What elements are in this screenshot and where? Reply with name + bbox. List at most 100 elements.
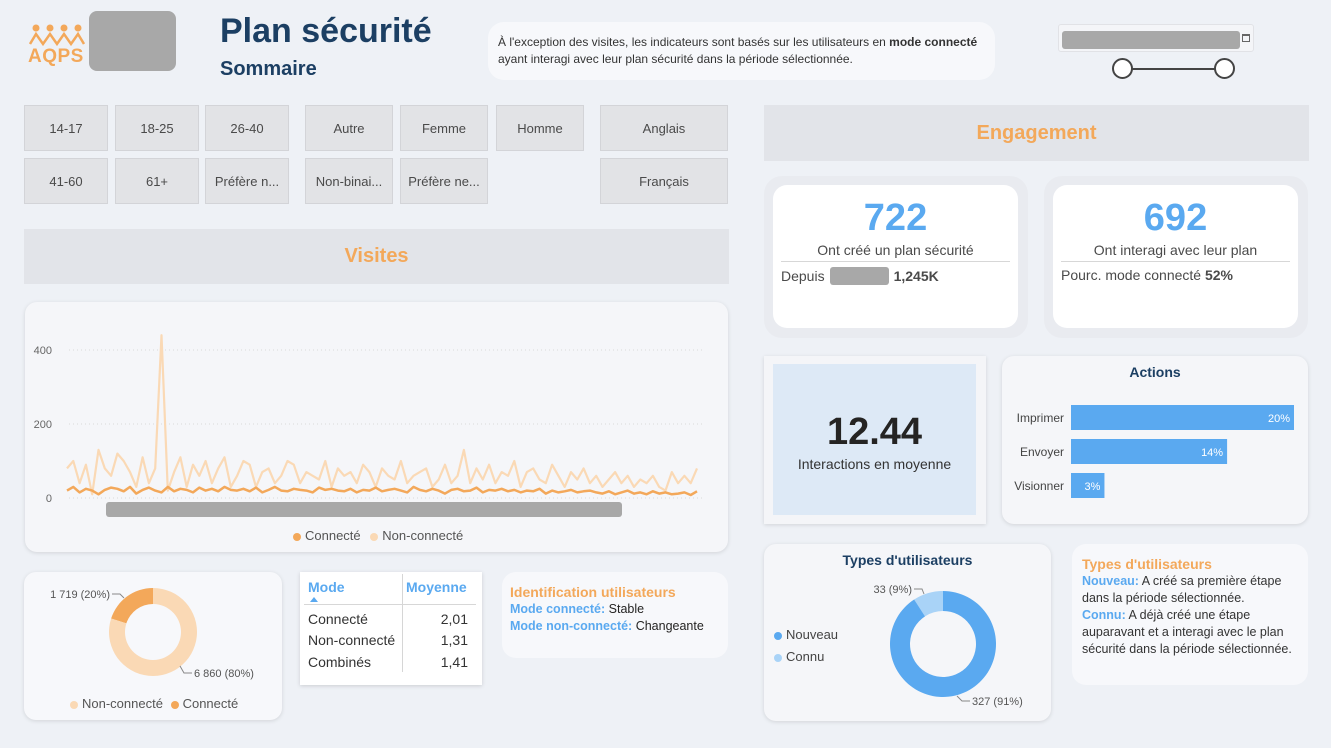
slicer-age-41-60[interactable]: 41-60: [24, 158, 108, 204]
section-engagement: Engagement: [764, 105, 1309, 161]
bar-value-label: 20%: [1268, 413, 1290, 425]
series-line-non-connecte: [66, 334, 699, 496]
nouveau-description: Nouveau: A créé sa première étape dans l…: [1082, 574, 1282, 605]
bar-category-label: Imprimer: [1017, 411, 1064, 425]
kpi1-card: 722 Ont créé un plan sécurité Depuis 1,2…: [773, 185, 1018, 328]
donut-visits-slice-0: [111, 588, 153, 624]
redacted-x-axis: [106, 502, 622, 517]
donut-types-slice-1: [890, 591, 996, 697]
user-types-desc-title: Types d'utilisateurs: [1082, 556, 1212, 572]
slicer-age-14-17[interactable]: 14-17: [24, 105, 108, 151]
label-leader: [179, 665, 192, 674]
slicer-gender-femme[interactable]: Femme: [400, 105, 488, 151]
actions-bar-chart: Actions Imprimer 20% Envoyer 14% Visionner 3%: [1002, 356, 1308, 524]
page-subtitle: Sommaire: [220, 58, 317, 80]
donut-types-slice-0: [914, 591, 943, 617]
identification-card: Identification utilisateurs Mode connect…: [502, 572, 728, 658]
kpi-interactions-label: Interactions en moyenne: [797, 456, 952, 472]
y-tick-label: 0: [46, 493, 52, 505]
redacted-logo: [89, 11, 176, 71]
bar-value-label: 14%: [1201, 447, 1223, 459]
slider-start-handle[interactable]: [1112, 58, 1133, 79]
legend-non-connecte: Non-connecté: [370, 528, 463, 543]
bar-envoyer: [1071, 439, 1228, 464]
label-leader: [112, 593, 125, 599]
sort-arrow-icon[interactable]: [310, 597, 318, 602]
logo-text: AQPS: [28, 46, 84, 67]
legend-nouveau: Nouveau: [774, 627, 838, 642]
user-types-title: Types d'utilisateurs: [842, 552, 973, 568]
donut-label-connu: 33 (9%): [873, 584, 912, 596]
label-leader: [914, 588, 925, 595]
donut-label-non-connecte: 6 860 (80%): [194, 668, 254, 680]
bar-category-label: Visionner: [1014, 479, 1064, 493]
kpi-pct-row: Pourc. mode connecté 52%: [1061, 267, 1234, 283]
legend-non-connecte-2: Non-connecté: [70, 696, 163, 711]
visits-line-chart: 0 200 400 Connecté Non-connecté: [25, 302, 728, 552]
slicer-age-26-40[interactable]: 26-40: [205, 105, 289, 151]
mode-average-table: Mode Moyenne Connecté 2,01 Non-connecté 1,…: [300, 572, 482, 685]
kpi1-divider: [781, 261, 1010, 262]
redacted-since-date: [829, 267, 889, 285]
table-row: Combinés 1,41: [308, 654, 468, 670]
slicer-age-prefers-not[interactable]: Préfère n...: [205, 158, 289, 204]
line-legend: Connecté Non-connecté: [293, 528, 463, 543]
legend-connecte: Connecté: [293, 528, 361, 543]
bar-imprimer: [1071, 405, 1294, 430]
calendar-icon[interactable]: [1242, 34, 1250, 42]
slicer-gender-homme[interactable]: Homme: [496, 105, 584, 151]
kpi-interacted-value: 692: [1143, 197, 1208, 239]
identification-title: Identification utilisateurs: [510, 584, 676, 600]
info-text-2: ayant interagi avec leur plan sécurité d…: [498, 52, 853, 66]
line-chart-svg: 0 200 400: [34, 334, 703, 505]
slicer-lang-anglais[interactable]: Anglais: [600, 105, 728, 151]
legend-connu: Connu: [774, 649, 824, 664]
slicer-lang-francais[interactable]: Français: [600, 158, 728, 204]
kpi2-frame: 692 Ont interagi avec leur plan Pourc. m…: [1044, 176, 1308, 338]
table-header-moyenne[interactable]: Moyenne: [406, 579, 467, 595]
date-range-slicer[interactable]: [1058, 24, 1256, 82]
slicer-gender-autre[interactable]: Autre: [305, 105, 393, 151]
table-header-mode[interactable]: Mode: [308, 579, 345, 595]
donut-visits-svg: 1 719 (20%) 6 860 (80%): [50, 588, 254, 680]
bar-visionner: [1071, 473, 1105, 498]
connu-description: Connu: A déjà créé une étape auparavant …: [1082, 608, 1292, 656]
kpi-since-row: Depuis 1,245K: [781, 267, 939, 285]
kpi2-divider: [1061, 261, 1290, 262]
user-types-donut-chart: Types d'utilisateurs 33 (9%) 327 (91%) No…: [764, 544, 1051, 721]
identification-line-2: Mode non-connecté: Changeante: [510, 619, 704, 633]
table-row: Connecté 2,01: [308, 611, 468, 627]
y-tick-label: 200: [34, 419, 52, 431]
section-visites: Visites: [24, 229, 729, 284]
series-line-connecte: [66, 485, 698, 497]
legend-connecte-2: Connecté: [170, 696, 238, 711]
redacted-date-range: [1062, 31, 1240, 49]
slicer-age-61plus[interactable]: 61+: [115, 158, 199, 204]
y-tick-label: 400: [34, 345, 52, 357]
slicer-age-18-25[interactable]: 18-25: [115, 105, 199, 151]
bar-chart-svg: Imprimer 20% Envoyer 14% Visionner 3%: [1014, 405, 1294, 498]
slider-end-handle[interactable]: [1214, 58, 1235, 79]
info-text-bold: mode connecté: [889, 35, 978, 49]
kpi-created-value: 722: [863, 197, 928, 239]
user-types-description: Types d'utilisateurs Nouveau: A créé sa …: [1072, 544, 1308, 685]
label-leader: [956, 695, 970, 702]
identification-line-1: Mode connecté: Stable: [510, 602, 645, 616]
slicer-gender-nonbinary[interactable]: Non-binai...: [305, 158, 393, 204]
kpi-interactions-value: 12.44: [826, 411, 923, 453]
donut-label-nouveau: 327 (91%): [972, 696, 1023, 708]
slider-track: [1122, 68, 1226, 70]
donut-visits-slice-1: [109, 588, 198, 676]
page-title: Plan sécurité: [220, 12, 432, 50]
kpi-interacted-label: Ont interagi avec leur plan: [1093, 242, 1258, 258]
table-header-line: [304, 604, 476, 605]
logo: AQPS: [26, 22, 88, 67]
info-text-1: À l'exception des visites, les indicateu…: [498, 35, 890, 49]
bar-value-label: 3%: [1085, 481, 1101, 493]
slicer-gender-prefers-not[interactable]: Préfère ne...: [400, 158, 488, 204]
donut-user-types-svg: 33 (9%) 327 (91%): [873, 584, 1023, 708]
donut1-legend: Non-connecté Connecté: [70, 696, 238, 711]
visits-donut-chart: 1 719 (20%) 6 860 (80%) Non-connecté Conn…: [24, 572, 282, 720]
table-divider: [402, 574, 403, 672]
table-row: Non-connecté 1,31: [308, 632, 468, 648]
